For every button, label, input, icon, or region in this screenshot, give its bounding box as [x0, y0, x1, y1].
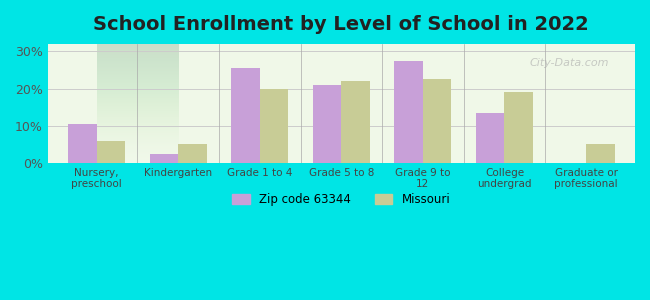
Legend: Zip code 63344, Missouri: Zip code 63344, Missouri: [227, 188, 456, 211]
Bar: [586, 144, 615, 163]
Bar: [504, 92, 533, 163]
Bar: [178, 144, 207, 163]
Bar: [313, 85, 341, 163]
Bar: [68, 124, 97, 163]
Title: School Enrollment by Level of School in 2022: School Enrollment by Level of School in …: [94, 15, 590, 34]
Bar: [150, 154, 178, 163]
Text: City-Data.com: City-Data.com: [529, 58, 609, 68]
Bar: [97, 141, 125, 163]
Bar: [423, 79, 452, 163]
Bar: [395, 61, 423, 163]
Bar: [476, 113, 504, 163]
Bar: [231, 68, 260, 163]
Bar: [260, 88, 289, 163]
Bar: [341, 81, 370, 163]
